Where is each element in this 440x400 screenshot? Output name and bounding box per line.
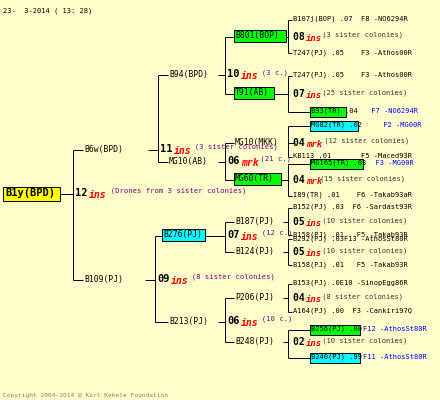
Text: MG82(TR) .02: MG82(TR) .02 xyxy=(311,122,362,128)
Text: 04: 04 xyxy=(293,138,311,148)
Text: ins: ins xyxy=(306,339,322,348)
Text: 04: 04 xyxy=(293,293,311,303)
Text: (3 sister colonies): (3 sister colonies) xyxy=(318,32,403,38)
Text: B801(BOP): B801(BOP) xyxy=(235,31,279,40)
Text: ins: ins xyxy=(89,190,106,200)
Text: 12: 12 xyxy=(75,188,94,198)
Text: 05: 05 xyxy=(293,247,311,257)
Text: (8 sister colonies): (8 sister colonies) xyxy=(183,274,275,280)
FancyBboxPatch shape xyxy=(234,30,286,42)
Text: B94(BPD): B94(BPD) xyxy=(169,70,208,79)
Text: T247(PJ) .05    F3 -Athos00R: T247(PJ) .05 F3 -Athos00R xyxy=(293,49,412,56)
Text: F11 -AthosSt80R: F11 -AthosSt80R xyxy=(363,354,427,360)
Text: B1y(BPD): B1y(BPD) xyxy=(5,188,55,198)
Text: B213(PJ): B213(PJ) xyxy=(169,317,208,326)
Text: mrk: mrk xyxy=(241,158,259,168)
FancyBboxPatch shape xyxy=(310,159,363,169)
Text: B276(PJ): B276(PJ) xyxy=(163,230,202,239)
Text: mrk: mrk xyxy=(306,140,322,149)
Text: 09: 09 xyxy=(157,274,169,284)
Text: (12 sister colonies): (12 sister colonies) xyxy=(320,138,409,144)
Text: MG10(AB): MG10(AB) xyxy=(169,157,208,166)
Text: ins: ins xyxy=(171,276,189,286)
Text: B158(PJ) .01   F5 -Takab93R: B158(PJ) .01 F5 -Takab93R xyxy=(293,231,408,238)
Text: 07: 07 xyxy=(293,89,311,99)
Text: 07: 07 xyxy=(227,230,239,240)
FancyBboxPatch shape xyxy=(310,325,360,335)
Text: B93(TR) .04: B93(TR) .04 xyxy=(311,108,358,114)
Text: F7 -NO6294R: F7 -NO6294R xyxy=(350,108,418,114)
FancyBboxPatch shape xyxy=(310,353,360,363)
Text: B152(PJ) .03  F6 -Sardast93R: B152(PJ) .03 F6 -Sardast93R xyxy=(293,204,412,210)
Text: B107j(BOP) .07  F8 -NO6294R: B107j(BOP) .07 F8 -NO6294R xyxy=(293,16,408,22)
Text: B109(PJ): B109(PJ) xyxy=(84,275,123,284)
Text: (21 c.): (21 c.) xyxy=(256,156,291,162)
Text: (Drones from 3 sister colonies): (Drones from 3 sister colonies) xyxy=(102,188,246,194)
Text: ins: ins xyxy=(306,91,322,100)
Text: MG10(MKK): MG10(MKK) xyxy=(235,138,279,147)
Text: mrk: mrk xyxy=(306,177,322,186)
FancyBboxPatch shape xyxy=(234,87,274,99)
Text: B256(PJ) .00: B256(PJ) .00 xyxy=(311,326,362,332)
Text: ins: ins xyxy=(306,219,322,228)
Text: 06: 06 xyxy=(227,156,239,166)
Text: B292(PJ) .03F13 -AthosSt80R: B292(PJ) .03F13 -AthosSt80R xyxy=(293,235,408,242)
FancyBboxPatch shape xyxy=(3,187,60,201)
Text: (8 sister colonies): (8 sister colonies) xyxy=(318,293,403,300)
Text: T247(PJ) .05    F3 -Athos00R: T247(PJ) .05 F3 -Athos00R xyxy=(293,72,412,78)
Text: I89(TR) .01    F6 -Takab93aR: I89(TR) .01 F6 -Takab93aR xyxy=(293,192,412,198)
Text: KB113 .01       F5 -Maced93R: KB113 .01 F5 -Maced93R xyxy=(293,153,412,159)
Text: (10 sister colonies): (10 sister colonies) xyxy=(318,337,407,344)
Text: 11: 11 xyxy=(160,144,179,154)
Text: B153(PJ) .0E10 -SinopEgg86R: B153(PJ) .0E10 -SinopEgg86R xyxy=(293,280,408,286)
Text: ins: ins xyxy=(306,249,322,258)
Text: B158(PJ) .01   F5 -Takab93R: B158(PJ) .01 F5 -Takab93R xyxy=(293,261,408,268)
Text: 05: 05 xyxy=(293,217,311,227)
Text: (3 sister colonies): (3 sister colonies) xyxy=(186,144,278,150)
Text: ins: ins xyxy=(241,318,259,328)
Text: Copyright 2004-2014 @ Karl Kehele Foundation: Copyright 2004-2014 @ Karl Kehele Founda… xyxy=(3,393,168,398)
Text: 23-  3-2014 ( 13: 28): 23- 3-2014 ( 13: 28) xyxy=(3,8,92,14)
Text: B6w(BPD): B6w(BPD) xyxy=(84,145,123,154)
Text: MG60(TR): MG60(TR) xyxy=(235,174,274,183)
FancyBboxPatch shape xyxy=(162,229,205,241)
Text: 04: 04 xyxy=(293,175,311,185)
Text: P206(PJ): P206(PJ) xyxy=(235,293,274,302)
Text: ins: ins xyxy=(241,232,259,242)
Text: (15 sister colonies): (15 sister colonies) xyxy=(320,175,405,182)
Text: ins: ins xyxy=(174,146,192,156)
Text: A164(PJ) .00  F3 -Cankiri97Q: A164(PJ) .00 F3 -Cankiri97Q xyxy=(293,308,412,314)
Text: B248(PJ): B248(PJ) xyxy=(235,337,274,346)
Text: B124(PJ): B124(PJ) xyxy=(235,247,274,256)
Text: MG165(TR) .03: MG165(TR) .03 xyxy=(311,160,366,166)
Text: F3 -MG00R: F3 -MG00R xyxy=(367,160,414,166)
Text: 02: 02 xyxy=(293,337,311,347)
Text: (12 c.): (12 c.) xyxy=(253,230,292,236)
FancyBboxPatch shape xyxy=(234,173,281,185)
Text: (3 c.): (3 c.) xyxy=(253,69,288,76)
Text: (25 sister colonies): (25 sister colonies) xyxy=(318,89,407,96)
Text: (10 sister colonies): (10 sister colonies) xyxy=(318,247,407,254)
Text: 10: 10 xyxy=(227,69,239,79)
FancyBboxPatch shape xyxy=(310,107,346,117)
Text: 06: 06 xyxy=(227,316,239,326)
Text: ins: ins xyxy=(241,71,259,81)
Text: ins: ins xyxy=(306,34,322,43)
FancyBboxPatch shape xyxy=(310,121,358,131)
Text: B187(PJ): B187(PJ) xyxy=(235,217,274,226)
Text: (10 sister colonies): (10 sister colonies) xyxy=(318,217,407,224)
Text: F2 -MG00R: F2 -MG00R xyxy=(362,122,422,128)
Text: (10 c.): (10 c.) xyxy=(253,316,292,322)
Text: ins: ins xyxy=(306,295,322,304)
Text: T91(AB): T91(AB) xyxy=(235,88,269,97)
Text: 08: 08 xyxy=(293,32,311,42)
Text: B240(PJ) .99: B240(PJ) .99 xyxy=(311,354,362,360)
Text: F12 -AthosSt80R: F12 -AthosSt80R xyxy=(363,326,427,332)
